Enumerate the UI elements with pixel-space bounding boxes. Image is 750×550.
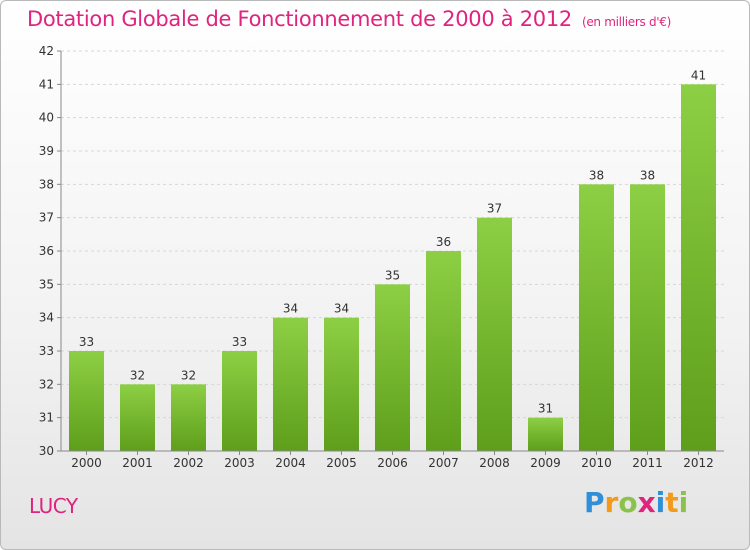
logo-letter: x bbox=[637, 486, 656, 519]
logo-letter: t bbox=[665, 486, 679, 519]
commune-name: LUCY bbox=[29, 494, 78, 518]
y-tick-label: 35 bbox=[39, 277, 54, 291]
bar bbox=[222, 351, 257, 451]
bar-value-label: 31 bbox=[538, 402, 553, 416]
y-tick-label: 36 bbox=[39, 244, 54, 258]
bar-value-label: 33 bbox=[232, 335, 247, 349]
bar bbox=[120, 384, 155, 451]
bar-value-label: 36 bbox=[436, 235, 451, 249]
y-tick-label: 31 bbox=[39, 411, 54, 425]
bar-value-label: 37 bbox=[487, 202, 502, 216]
x-tick-label: 2011 bbox=[632, 456, 663, 470]
bar-value-label: 41 bbox=[691, 68, 706, 82]
y-tick-label: 33 bbox=[39, 344, 54, 358]
bar bbox=[579, 184, 614, 452]
bar bbox=[630, 184, 665, 452]
y-tick-label: 40 bbox=[39, 111, 54, 125]
bar-value-label: 35 bbox=[385, 268, 400, 282]
chart-title: Dotation Globale de Fonctionnement de 20… bbox=[27, 7, 671, 31]
y-tick-label: 34 bbox=[39, 311, 54, 325]
logo-letter: i bbox=[655, 486, 666, 519]
y-tick-label: 41 bbox=[39, 77, 54, 91]
bar bbox=[171, 384, 206, 451]
x-tick-label: 2003 bbox=[224, 456, 255, 470]
bar-value-label: 32 bbox=[130, 368, 145, 382]
chart-subtitle: (en milliers d'€) bbox=[581, 15, 671, 29]
y-tick-label: 32 bbox=[39, 377, 54, 391]
axis-layer: 30 31 32 33 34 35 36 37 38 39 40 41 42 bbox=[39, 44, 724, 458]
x-tick-label: 2012 bbox=[683, 456, 714, 470]
y-tick-label: 38 bbox=[39, 177, 54, 191]
x-tick-label: 2009 bbox=[530, 456, 561, 470]
x-tick-label: 2001 bbox=[122, 456, 153, 470]
y-tick-label: 39 bbox=[39, 144, 54, 158]
bar bbox=[477, 217, 512, 451]
x-tick-label: 2005 bbox=[326, 456, 357, 470]
logo-letter: i bbox=[678, 486, 689, 519]
logo-letter: r bbox=[604, 486, 619, 519]
x-tick-label: 2008 bbox=[479, 456, 510, 470]
bar-value-label: 38 bbox=[640, 168, 655, 182]
bar-value-label: 34 bbox=[334, 302, 349, 316]
bar-value-label: 33 bbox=[79, 335, 94, 349]
logo-letter: o bbox=[618, 486, 638, 519]
y-tick-label: 42 bbox=[39, 44, 54, 58]
bar bbox=[426, 251, 461, 451]
bar-value-label: 38 bbox=[589, 168, 604, 182]
bar bbox=[528, 417, 563, 451]
logo-letter: P bbox=[584, 486, 605, 519]
x-tick-label: 2000 bbox=[71, 456, 102, 470]
chart-title-text: Dotation Globale de Fonctionnement de 20… bbox=[27, 7, 572, 31]
bar-value-label: 34 bbox=[283, 302, 298, 316]
bar bbox=[273, 317, 308, 451]
proxiti-logo: Proxiti bbox=[584, 486, 688, 519]
y-tick-label: 30 bbox=[39, 444, 54, 458]
x-tick-label: 2007 bbox=[428, 456, 459, 470]
x-tick-label: 2006 bbox=[377, 456, 408, 470]
labels-layer: 33 2000 32 2001 32 2002 33 2003 34 2004 34 2005 35 20… bbox=[71, 68, 714, 470]
bar bbox=[681, 84, 716, 451]
bar bbox=[375, 284, 410, 451]
bar bbox=[69, 351, 104, 451]
x-tick-label: 2004 bbox=[275, 456, 306, 470]
x-tick-label: 2010 bbox=[581, 456, 612, 470]
bar bbox=[324, 317, 359, 451]
bars-layer bbox=[69, 84, 716, 452]
y-tick-label: 37 bbox=[39, 211, 54, 225]
bar-value-label: 32 bbox=[181, 368, 196, 382]
x-tick-label: 2002 bbox=[173, 456, 204, 470]
